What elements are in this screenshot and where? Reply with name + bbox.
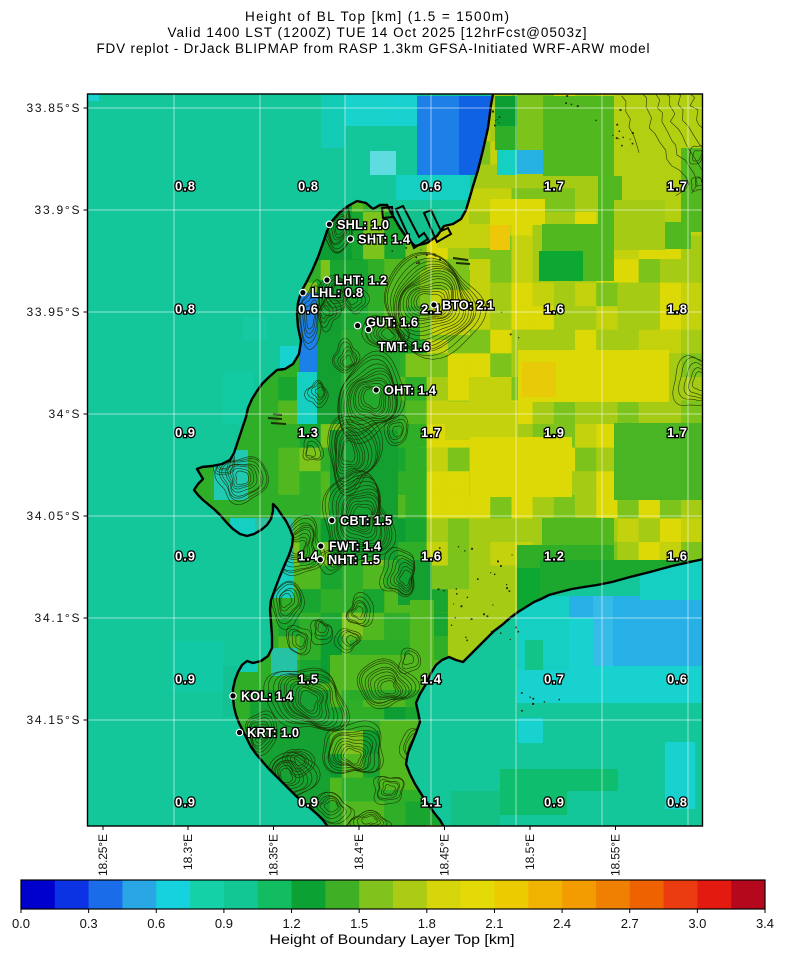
svg-text:1.5: 1.5 (350, 916, 368, 931)
svg-text:KOL: 1.4: KOL: 1.4 (241, 688, 294, 703)
svg-text:18.3°E: 18.3°E (181, 834, 195, 870)
svg-text:1.6: 1.6 (667, 549, 687, 564)
svg-text:Height of BL Top [km] (1.5 = 1: Height of BL Top [km] (1.5 = 1500m) (245, 9, 509, 24)
svg-text:1.6: 1.6 (421, 549, 441, 564)
svg-text:1.2: 1.2 (283, 916, 301, 931)
svg-text:0.6: 0.6 (421, 179, 441, 194)
svg-text:0.3: 0.3 (80, 916, 98, 931)
svg-text:33.9°S: 33.9°S (35, 203, 80, 217)
svg-text:0.7: 0.7 (544, 672, 564, 687)
svg-text:34.05°S: 34.05°S (27, 509, 80, 523)
svg-text:Height of Boundary Layer Top [: Height of Boundary Layer Top [km] (270, 932, 515, 947)
svg-text:0.8: 0.8 (175, 302, 195, 317)
svg-text:1.4: 1.4 (421, 672, 442, 687)
svg-text:OHT: 1.4: OHT: 1.4 (384, 383, 437, 398)
svg-text:1.8: 1.8 (418, 916, 436, 931)
svg-text:0.9: 0.9 (175, 672, 195, 687)
svg-text:0.6: 0.6 (147, 916, 165, 931)
svg-text:0.8: 0.8 (175, 179, 195, 194)
svg-text:0.6: 0.6 (298, 302, 318, 317)
svg-text:1.6: 1.6 (544, 302, 564, 317)
svg-text:18.5°E: 18.5°E (523, 834, 537, 870)
svg-text:GUT: 1.6: GUT: 1.6 (366, 315, 418, 330)
svg-text:18.55°E: 18.55°E (609, 834, 623, 876)
svg-text:33.85°S: 33.85°S (27, 101, 80, 115)
svg-text:LHT: 1.2: LHT: 1.2 (335, 273, 387, 288)
svg-text:1.5: 1.5 (298, 672, 318, 687)
svg-text:1.7: 1.7 (421, 425, 441, 440)
svg-text:2.4: 2.4 (553, 916, 571, 931)
svg-text:3.4: 3.4 (756, 916, 774, 931)
svg-text:0.9: 0.9 (175, 549, 195, 564)
svg-text:18.25°E: 18.25°E (96, 834, 110, 876)
svg-text:1.7: 1.7 (667, 425, 687, 440)
svg-text:0.9: 0.9 (544, 795, 564, 810)
svg-text:34.15°S: 34.15°S (27, 713, 80, 727)
svg-text:0.0: 0.0 (12, 916, 30, 931)
svg-text:KRT: 1.0: KRT: 1.0 (247, 725, 299, 740)
svg-text:Valid 1400 LST (1200Z) TUE 14: Valid 1400 LST (1200Z) TUE 14 Oct 2025 [… (168, 25, 587, 40)
svg-text:NHT: 1.5: NHT: 1.5 (328, 552, 380, 567)
svg-text:1.2: 1.2 (544, 549, 564, 564)
svg-text:1.7: 1.7 (544, 179, 564, 194)
svg-text:0.9: 0.9 (175, 425, 195, 440)
svg-text:0.8: 0.8 (667, 795, 687, 810)
svg-text:1.1: 1.1 (421, 795, 441, 810)
svg-text:SHL: 1.0: SHL: 1.0 (337, 217, 389, 232)
svg-text:1.4: 1.4 (298, 549, 319, 564)
svg-text:0.9: 0.9 (215, 916, 233, 931)
svg-text:3.0: 3.0 (688, 916, 706, 931)
svg-text:2.1: 2.1 (485, 916, 503, 931)
svg-text:0.8: 0.8 (298, 179, 318, 194)
svg-text:1.8: 1.8 (667, 302, 687, 317)
svg-text:0.9: 0.9 (175, 795, 195, 810)
svg-text:33.95°S: 33.95°S (27, 305, 80, 319)
svg-text:TMT: 1.6: TMT: 1.6 (378, 339, 430, 354)
svg-text:CBT: 1.5: CBT: 1.5 (340, 513, 392, 528)
svg-text:FWT: 1.4: FWT: 1.4 (329, 539, 382, 554)
svg-text:18.45°E: 18.45°E (438, 834, 452, 876)
svg-text:0.6: 0.6 (667, 672, 687, 687)
svg-text:SHT: 1.4: SHT: 1.4 (358, 232, 411, 247)
svg-text:LHL: 0.8: LHL: 0.8 (311, 285, 363, 300)
svg-text:FDV replot - DrJack BLIPMAP fr: FDV replot - DrJack BLIPMAP from RASP 1.… (97, 41, 650, 56)
svg-text:34.1°S: 34.1°S (35, 611, 80, 625)
svg-text:1.3: 1.3 (298, 425, 318, 440)
svg-text:2.7: 2.7 (621, 916, 639, 931)
svg-text:0.9: 0.9 (298, 795, 318, 810)
svg-text:1.7: 1.7 (667, 179, 687, 194)
svg-text:BTO: 2.1: BTO: 2.1 (442, 297, 494, 312)
svg-text:18.35°E: 18.35°E (267, 834, 281, 876)
svg-text:18.4°E: 18.4°E (352, 834, 366, 870)
svg-text:1.9: 1.9 (544, 425, 564, 440)
